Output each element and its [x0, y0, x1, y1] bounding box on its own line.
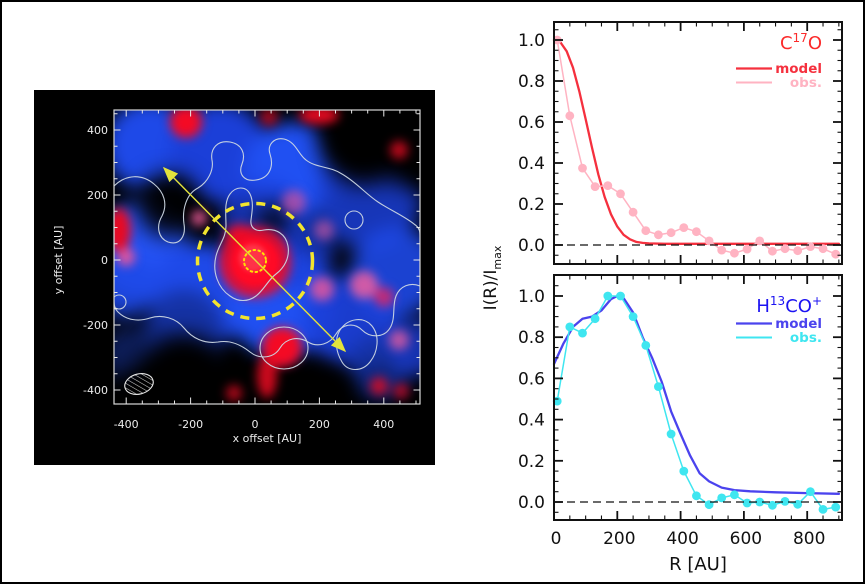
obs-point: [590, 182, 600, 192]
x-axis-title: R [AU]: [669, 554, 727, 575]
y-tick-label: 0.2: [518, 452, 545, 472]
map-y-tick-label: 200: [87, 189, 108, 202]
y-tick-label: 0.2: [518, 195, 545, 215]
map-ticks: [114, 110, 420, 404]
obs-point: [628, 312, 638, 321]
charts-y-axis-title: I(R)/Imax: [481, 245, 504, 310]
obs-point: [831, 249, 841, 259]
map-y-tick-label: 0: [101, 254, 108, 267]
y-tick-label: 0.8: [518, 72, 545, 92]
obs-point: [628, 207, 638, 217]
x-tick-label: 400: [666, 529, 698, 549]
map-y-tick-label: 400: [87, 124, 108, 137]
obs-point: [742, 244, 752, 254]
obs-point: [717, 493, 727, 503]
y-tick-label: 1.0: [518, 31, 545, 51]
panel-frame: [553, 21, 843, 265]
obs-point: [730, 490, 739, 500]
legend-model-label: model: [775, 61, 822, 77]
obs-point: [616, 291, 625, 301]
y-tick-label: 0.4: [518, 154, 545, 174]
obs-point: [603, 291, 613, 301]
x-tick-label: 0: [551, 529, 562, 549]
obs-point: [793, 499, 803, 509]
map-y-tick-label: -200: [83, 319, 108, 332]
legend-model-label: model: [775, 316, 822, 332]
map-x-tick-label: 200: [309, 418, 330, 431]
legend-title-h13co: H13CO+: [756, 294, 822, 317]
x-tick-label: 200: [603, 529, 635, 549]
map-x-tick-label: -200: [178, 418, 203, 431]
obs-point: [565, 322, 575, 332]
obs-point: [831, 502, 841, 512]
obs-point: [616, 189, 625, 199]
map-x-axis-title: x offset [AU]: [233, 432, 302, 445]
map-y-tick-label: -400: [83, 384, 108, 397]
legend-obs-label: obs.: [790, 330, 822, 346]
y-tick-label: 1.0: [518, 287, 545, 307]
map-x-tick-label: 0: [252, 418, 259, 431]
obs-point: [818, 505, 828, 514]
obs-point: [692, 491, 701, 501]
model-curve: [552, 294, 841, 495]
intensity-map-svg: -400 -200 0 200 400 400 200 0 -200 -400 x offset…: [52, 109, 421, 445]
map-x-tick-labels: -400 -200 0 200 400: [114, 418, 395, 431]
map-frame: [113, 109, 421, 405]
obs-point: [730, 248, 739, 258]
obs-point: [717, 245, 727, 255]
y-tick-label: 0.0: [518, 493, 545, 513]
obs-point: [806, 242, 815, 252]
x-tick-label: 800: [793, 529, 825, 549]
y-tick-label: 0.8: [518, 328, 545, 348]
obs-point: [704, 236, 714, 246]
obs-point: [692, 227, 701, 237]
obs-point: [641, 341, 651, 350]
obs-point: [565, 111, 575, 121]
panel-h13co: 0.0 0.2 0.4 0.6 0.8 1.0 H13CO+ model obs. 0 20…: [518, 274, 843, 575]
intensity-map-panel: -400 -200 0 200 400 400 200 0 -200 -400 x offset…: [34, 90, 435, 465]
map-y-tick-labels: 400 200 0 -200 -400: [83, 124, 108, 397]
obs-point: [768, 246, 777, 256]
y-tick-label: 0.0: [518, 236, 545, 256]
map-y-axis-title: y offset [AU]: [52, 226, 65, 295]
obs-point: [590, 314, 600, 324]
obs-point: [603, 181, 613, 191]
obs-point: [666, 228, 676, 238]
obs-point: [806, 487, 815, 497]
map-x-tick-label: 400: [373, 418, 394, 431]
beam-ellipse: [124, 373, 154, 395]
obs-point: [742, 498, 752, 508]
obs-point: [818, 244, 828, 254]
obs-point: [755, 236, 765, 246]
x-tick-label: 600: [730, 529, 762, 549]
obs-point: [755, 497, 765, 507]
obs-point: [793, 246, 803, 256]
obs-point: [578, 163, 587, 173]
obs-point: [654, 230, 663, 240]
obs-point: [666, 429, 676, 439]
model-curve: [552, 38, 841, 245]
y-tick-label: 0.4: [518, 411, 545, 431]
obs-point: [679, 223, 689, 233]
obs-point: [679, 466, 689, 476]
legend-obs-label: obs.: [790, 75, 822, 91]
obs-point: [641, 226, 651, 236]
obs-point: [780, 244, 790, 254]
obs-point: [768, 500, 777, 510]
panel-frame: [553, 274, 843, 521]
emission-blobs: [114, 110, 420, 404]
y-tick-label: 0.6: [518, 113, 545, 133]
legend-title-c17o: C17O: [780, 31, 822, 54]
obs-point: [578, 328, 587, 338]
map-x-tick-label: -400: [114, 418, 139, 431]
y-tick-label: 0.6: [518, 369, 545, 389]
outflow-arrow: [162, 166, 347, 353]
obs-point: [654, 382, 663, 391]
panel-c17o: 0.0 0.2 0.4 0.6 0.8 1.0 C17O model obs.: [518, 21, 843, 265]
obs-point: [780, 497, 790, 506]
x-tick-labels: 0 200 400 600 800: [551, 529, 826, 549]
